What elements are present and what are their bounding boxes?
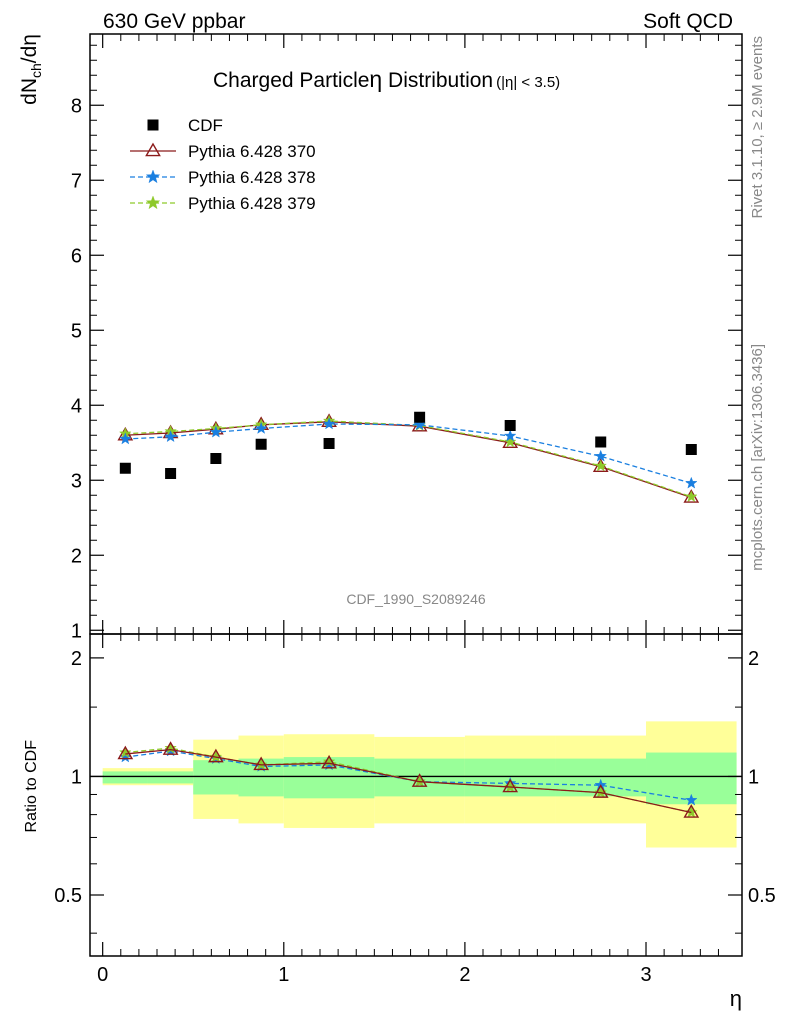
main-series-3-point-6	[503, 435, 517, 448]
ratio-ytick-label-left-2: 2	[71, 648, 82, 670]
analysis-watermark: CDF_1990_S2089246	[346, 591, 486, 607]
main-series-0-point-4	[323, 438, 335, 449]
main-series-0-point-0	[119, 462, 131, 474]
ratio-series-0-point-0	[117, 745, 134, 760]
ratio-series-0-point-1	[162, 741, 179, 755]
ratio-ytick-label-right-0: 0.5	[748, 885, 776, 907]
main-series-0-point-1	[165, 468, 177, 479]
main-ytick-label-7: 8	[71, 95, 82, 117]
main-ytick-label-3: 4	[71, 395, 82, 417]
main-ylabel-b: /dη	[18, 34, 41, 63]
main-series-0-point-8	[685, 444, 697, 455]
ratio-frame	[89, 633, 743, 957]
ratio-axis-ticks: 0.5 0.5 1 1 2 2 0 1 2 3	[54, 634, 776, 986]
legend-label-3: Pythia 6.428 379	[188, 194, 316, 213]
ratio-ytick-label-left-1: 1	[71, 766, 82, 788]
main-title: Charged Particleη Distribution (|η| < 3.5…	[213, 66, 560, 92]
main-series-3-point-7	[594, 459, 607, 472]
main-series-2-point-2	[209, 425, 223, 438]
main-series-0-point-7	[595, 436, 607, 448]
ratio-series-0-point-7	[592, 784, 609, 798]
ratio-series-0-point-2	[208, 748, 224, 763]
ratio-series-line-0	[125, 748, 692, 814]
ratio-ylabel: Ratio to CDF	[23, 740, 40, 833]
ratio-series-1-point-8	[685, 793, 698, 806]
ratio-bands	[90, 721, 742, 848]
main-ylabel: dNch/dη	[18, 34, 44, 105]
main-title-rest: Distribution	[382, 69, 493, 92]
legend-label-0: CDF	[188, 116, 223, 135]
ratio-ytick-label-right-1: 1	[748, 766, 759, 788]
ratio-series-0-point-3	[253, 756, 270, 771]
ratio-series-0-point-6	[502, 778, 519, 793]
main-series-0-point-5	[414, 411, 426, 423]
legend: CDF Pythia 6.428 370 Pythia 6.428 378 Pythi…	[130, 116, 316, 213]
main-ytick-label-1: 2	[71, 545, 82, 567]
main-series-0-point-3	[255, 438, 267, 450]
ratio-panel: 0.5 0.5 1 1 2 2 0 1 2 3	[54, 633, 776, 986]
main-ylabel-a: dN	[18, 78, 41, 105]
ratio-series-0-point-5	[411, 773, 428, 787]
ratio-xtick-label-3: 3	[640, 964, 651, 986]
ratio-series-0-point-4	[321, 754, 337, 769]
main-series-0-point-2	[210, 453, 222, 464]
ratio-series-line-1	[125, 750, 692, 801]
main-ytick-label-2: 3	[71, 470, 82, 492]
main-ytick-label-6: 7	[71, 170, 82, 192]
main-panel: 1 2 3 4 5 6 7 8	[71, 33, 743, 642]
main-series-2-point-7	[594, 449, 607, 462]
ratio-ytick-label-left-0: 0.5	[54, 885, 82, 907]
main-data-layer	[117, 411, 700, 503]
legend-marker-2	[145, 169, 161, 184]
ratio-ytick-label-right-2: 2	[748, 648, 759, 670]
rivet-label: Rivet 3.1.10, ≥ 2.9M events	[749, 36, 766, 219]
mcplots-label: mcplots.cern.ch [arXiv:1306.3436]	[749, 344, 766, 571]
main-title-text: Charged Particle	[213, 69, 369, 92]
ratio-xtick-label-2: 2	[459, 964, 470, 986]
main-series-2-point-4	[322, 417, 336, 430]
ratio-series-2-point-0	[119, 745, 132, 758]
ratio-band-inner-1	[147, 771, 194, 784]
main-series-2-point-1	[164, 430, 177, 443]
main-ytick-label-4: 5	[71, 320, 82, 342]
ratio-data-layer	[117, 741, 700, 818]
header-left: 630 GeV ppbar	[103, 10, 245, 33]
legend-marker-3	[145, 195, 161, 210]
x-axis-label: η	[730, 986, 742, 1011]
ratio-band-inner-2	[193, 760, 239, 795]
legend-label-1: Pythia 6.428 370	[188, 142, 316, 161]
ratio-series-2-point-1	[164, 741, 177, 754]
main-ylabel-sub: ch	[28, 63, 44, 78]
main-ytick-label-5: 6	[71, 245, 82, 267]
main-series-0-point-6	[504, 420, 516, 431]
ratio-series-2-point-4	[322, 755, 336, 768]
main-series-2-point-0	[119, 432, 132, 445]
header-right: Soft QCD	[643, 10, 733, 33]
ratio-series-0-point-8	[683, 804, 700, 818]
main-ytick-label-0: 1	[71, 620, 82, 642]
legend-label-2: Pythia 6.428 378	[188, 168, 316, 187]
legend-marker-0	[147, 119, 159, 131]
main-axis-ticks: 1 2 3 4 5 6 7 8	[71, 34, 742, 642]
main-series-3-point-8	[685, 490, 698, 503]
main-series-2-point-3	[254, 421, 268, 434]
main-title-symbol: η	[369, 66, 382, 92]
ratio-xtick-label-1: 1	[278, 964, 289, 986]
legend-marker-1	[145, 142, 161, 157]
ratio-band-inner-0	[102, 771, 148, 784]
main-series-2-point-6	[503, 429, 517, 442]
main-series-2-point-5	[413, 418, 426, 431]
main-series-2-point-8	[685, 476, 698, 489]
ratio-xtick-label-0: 0	[97, 964, 108, 986]
main-title-sub: (|η| < 3.5)	[496, 74, 560, 91]
